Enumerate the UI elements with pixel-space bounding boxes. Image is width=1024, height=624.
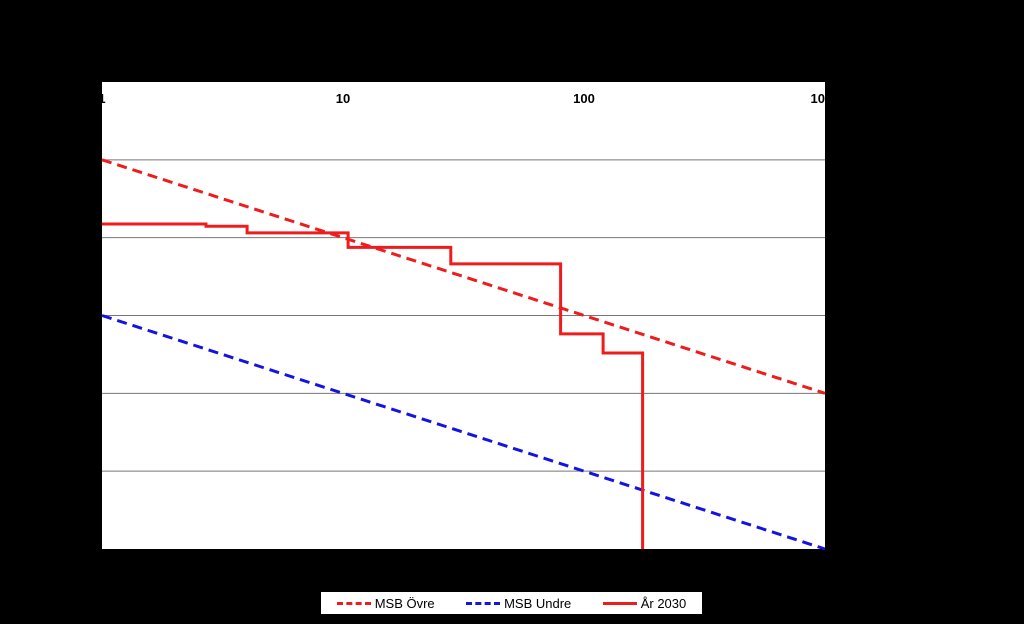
x-tick-label: 10 xyxy=(336,91,350,106)
series-lines xyxy=(101,158,826,551)
legend: MSB Övre MSB Undre År 2030 xyxy=(320,591,703,615)
legend-swatch-msb-ovre xyxy=(336,601,371,605)
gridlines xyxy=(102,159,825,472)
legend-label-ar-2030: År 2030 xyxy=(640,595,687,611)
x-tick-label: 1000 xyxy=(811,91,840,106)
legend-item-msb-undre: MSB Undre xyxy=(466,596,571,611)
series-line-0 xyxy=(101,158,826,395)
x-tick-label: 100 xyxy=(573,91,595,106)
legend-label-msb-undre: MSB Undre xyxy=(504,595,572,611)
x-tick-labels: 1 10 100 1000 xyxy=(98,91,839,106)
legend-label-msb-ovre: MSB Övre xyxy=(374,595,435,611)
x-tick-label: 1 xyxy=(98,91,105,106)
chart: 1 10 100 1000 xyxy=(98,82,839,551)
series-line-2 xyxy=(102,222,645,549)
legend-item-msb-ovre: MSB Övre xyxy=(336,595,435,611)
legend-item-ar-2030: År 2030 xyxy=(602,595,687,611)
legend-swatch-msb-undre xyxy=(466,601,501,605)
legend-swatch-ar-2030 xyxy=(602,601,637,605)
series-line-1 xyxy=(101,314,826,551)
